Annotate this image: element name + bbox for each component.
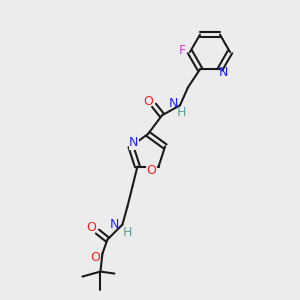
Text: F: F [178,44,186,56]
Text: O: O [143,95,153,108]
Text: N: N [168,97,178,110]
Text: H: H [176,106,186,119]
Text: N: N [110,218,119,231]
Text: N: N [129,136,139,149]
Text: O: O [86,221,96,234]
Text: O: O [147,164,157,177]
Text: N: N [218,66,228,79]
Text: H: H [123,226,132,239]
Text: O: O [91,251,100,264]
